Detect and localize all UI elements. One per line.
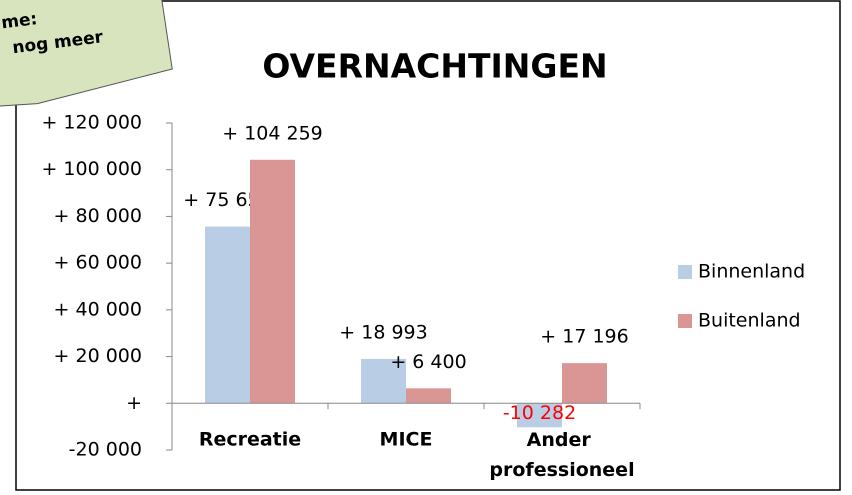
- bar: [361, 358, 406, 404]
- bar: [517, 403, 562, 428]
- chart-frame: [15, 0, 841, 491]
- y-tick-label: + 80 000: [54, 205, 142, 227]
- note-paper: [0, 0, 173, 108]
- value-label: + 18 993: [339, 321, 427, 343]
- y-tick-label: + 100 000: [41, 158, 142, 180]
- legend-swatch: [678, 314, 692, 328]
- sticky-note: me: nog meer: [0, 0, 173, 108]
- note-text: me:: [0, 9, 38, 33]
- y-tick-label: +: [126, 392, 142, 414]
- value-label: + 17 196: [540, 326, 628, 348]
- bar: [205, 226, 250, 404]
- legend-label: Binnenland: [698, 261, 805, 283]
- value-label: -10 282: [503, 402, 576, 424]
- x-tick-label: Recreatie: [199, 429, 301, 451]
- x-tick-label: Ander professioneel: [489, 429, 634, 481]
- x-tick-label: MICE: [380, 429, 433, 451]
- value-label: + 104 259: [222, 122, 323, 144]
- bar: [250, 159, 295, 404]
- legend-label: Buitenland: [698, 310, 801, 332]
- value-label: + 75 656: [183, 189, 271, 211]
- legend-swatch: [678, 265, 692, 279]
- y-tick-label: + 120 000: [41, 112, 142, 134]
- value-label: + 6 400: [390, 351, 466, 373]
- bar: [562, 363, 607, 404]
- y-tick-label: + 40 000: [54, 298, 142, 320]
- y-tick-label: + 60 000: [54, 252, 142, 274]
- bar: [406, 388, 451, 404]
- y-tick-label: -20 000: [69, 439, 142, 461]
- y-tick-label: + 20 000: [54, 345, 142, 367]
- chart-title: OVERNACHTINGEN: [262, 47, 607, 86]
